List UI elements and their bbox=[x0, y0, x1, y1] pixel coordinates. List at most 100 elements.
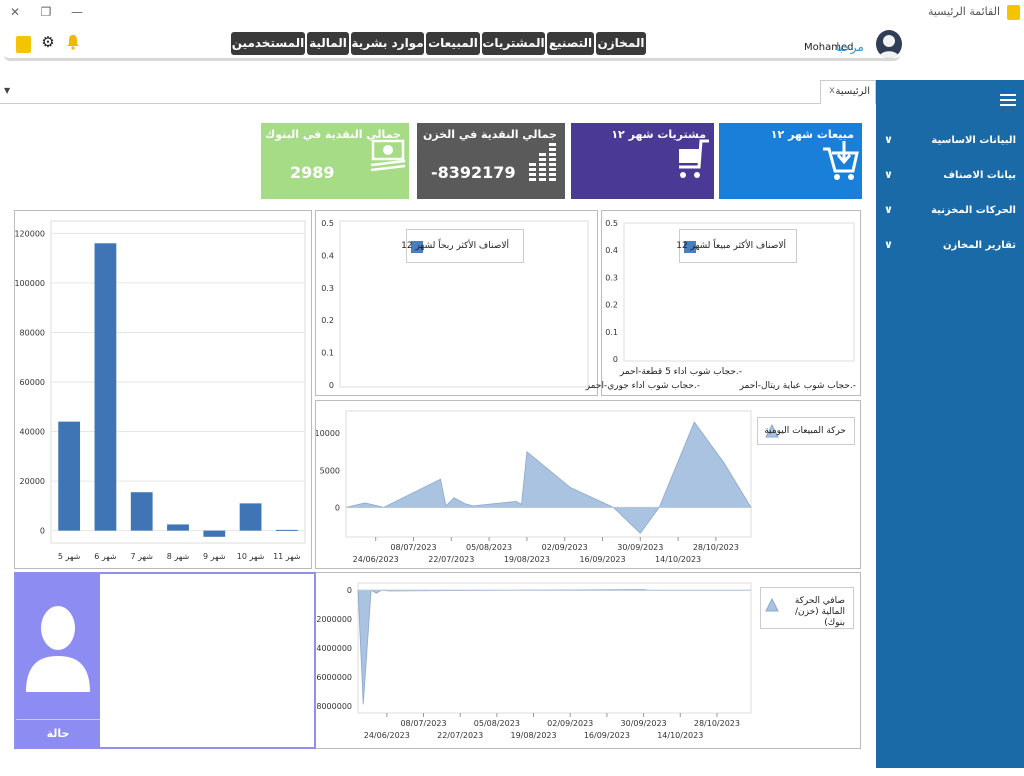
y-tick-label: 0 bbox=[40, 527, 45, 536]
x-tick-label: 08/07/2023 bbox=[390, 543, 436, 552]
y-tick-label: -4000000 bbox=[316, 644, 352, 653]
tile-monthly-sales[interactable]: مبيعات شهر ١٢ bbox=[719, 123, 862, 199]
tab-dropdown-icon[interactable]: ▼ bbox=[4, 86, 11, 95]
minimize-window-button[interactable]: — bbox=[71, 5, 83, 19]
tile-cash-in-banks[interactable]: جمالي النقدية في البنوك 2989 bbox=[261, 123, 409, 199]
user-silhouette-icon bbox=[26, 606, 90, 692]
x-tick-label: 08/07/2023 bbox=[400, 719, 446, 728]
legend-swatch bbox=[765, 598, 779, 612]
x-tick-label: 28/10/2023 bbox=[694, 719, 740, 728]
bar bbox=[275, 529, 298, 531]
menu-manufacturing[interactable]: التصنيع bbox=[547, 32, 594, 55]
menu-users[interactable]: المستخدمين bbox=[231, 32, 305, 55]
y-tick-label: 0.4 bbox=[321, 251, 334, 260]
menu-warehouses[interactable]: المخازن bbox=[596, 32, 646, 55]
area-series bbox=[345, 421, 752, 534]
y-tick-label: 0.4 bbox=[605, 246, 618, 255]
top-profit-items-panel: 0 0.1 0.2 0.3 0.4 0.5 ألاصناف الأكثر ربحاً لش… bbox=[315, 210, 598, 396]
x-tick-label: شهر 9 bbox=[203, 552, 226, 561]
menu-finance[interactable]: المالية bbox=[307, 32, 349, 55]
tab-close-icon[interactable]: x bbox=[829, 85, 835, 96]
sidebar: البيانات الاساسية ∨ بيانات الاصناف ∨ الح… bbox=[876, 80, 1024, 768]
tab-home[interactable]: x الرئيسية bbox=[820, 80, 876, 104]
user-status-label: حالة المستخدمين bbox=[16, 719, 100, 768]
x-tick-label: شهر 7 bbox=[130, 552, 153, 561]
y-tick-label: -2000000 bbox=[316, 615, 352, 624]
menu-sales[interactable]: المبيعات bbox=[426, 32, 480, 55]
hamburger-menu-icon[interactable] bbox=[1000, 94, 1016, 106]
menu-hr[interactable]: موارد بشرية bbox=[351, 32, 424, 55]
x-tick-label: شهر 6 bbox=[94, 552, 117, 561]
top-selling-items-panel: 0 0.1 0.2 0.3 0.4 0.5 ألاصناف الأكثر مبيعاً ل… bbox=[586, 210, 861, 396]
x-tick-label: 22/07/2023 bbox=[437, 731, 483, 740]
y-tick-label: 0 bbox=[613, 355, 618, 364]
sidebar-item-label: بيانات الاصناف bbox=[943, 170, 1016, 181]
sidebar-item-items-data[interactable]: بيانات الاصناف ∨ bbox=[876, 162, 1024, 192]
app-logo-icon[interactable] bbox=[16, 36, 31, 53]
y-tick-label: 80000 bbox=[20, 328, 45, 337]
y-tick-label: 0 bbox=[347, 586, 352, 595]
close-window-button[interactable]: ✕ bbox=[9, 5, 21, 19]
y-tick-label: 0 bbox=[335, 503, 340, 512]
x-tick-label: 19/08/2023 bbox=[504, 555, 550, 564]
x-tick-label: 24/06/2023 bbox=[364, 731, 410, 740]
avatar[interactable] bbox=[876, 30, 902, 58]
legend-swatch bbox=[765, 424, 779, 438]
y-tick-label: 0.1 bbox=[605, 328, 618, 337]
restore-window-button[interactable]: ❐ bbox=[40, 5, 52, 19]
bar bbox=[239, 503, 262, 531]
x-tick-label: 22/07/2023 bbox=[428, 555, 474, 564]
x-tick-label: شهر 5 bbox=[58, 552, 81, 561]
equalizer-icon bbox=[529, 143, 556, 181]
monthly-sales-chart-panel: 0 20000 40000 60000 80000 100000 120000 شهر 5 شه… bbox=[14, 210, 312, 569]
cart-icon bbox=[679, 139, 709, 178]
legend-label: حركة المبيعات اليومية bbox=[764, 426, 846, 436]
tile-monthly-purchases[interactable]: مشتريات شهر ١٢ bbox=[571, 123, 714, 199]
x-tick-label: 19/08/2023 bbox=[510, 731, 556, 740]
tile-value: -8392179 bbox=[431, 163, 516, 182]
bar bbox=[58, 421, 81, 531]
chart-legend: ألاصناف الأكثر مبيعاً لشهر 12 bbox=[676, 229, 797, 263]
cart-download-icon bbox=[823, 141, 859, 180]
y-tick-label: 0.3 bbox=[321, 284, 334, 293]
x-tick-label: 28/10/2023 bbox=[693, 543, 739, 552]
gear-icon[interactable]: ⚙ bbox=[41, 33, 55, 51]
legend-label: صافي الحركة المالية (خزن/بنوك) bbox=[794, 596, 845, 628]
app-logo-icon bbox=[1007, 5, 1020, 20]
user-avatar[interactable] bbox=[16, 574, 100, 719]
bar bbox=[167, 524, 189, 531]
y-tick-label: 0.2 bbox=[321, 316, 334, 325]
top-selling-items-chart: 0 0.1 0.2 0.3 0.4 0.5 bbox=[605, 219, 855, 364]
y-tick-label: -8000000 bbox=[316, 702, 352, 711]
tile-value: 2989 bbox=[290, 163, 335, 182]
x-tick-label: 05/08/2023 bbox=[474, 719, 520, 728]
window-title: القائمة الرئيسية bbox=[927, 5, 1000, 18]
y-tick-label: 120000 bbox=[15, 229, 45, 238]
user-status-panel: حالة المستخدمين bbox=[14, 572, 316, 768]
x-tick-label: شهر 8 bbox=[167, 552, 190, 561]
y-tick-label: 20000 bbox=[20, 477, 45, 486]
daily-sales-chart-panel: 0 5000 10000 24/06/2023 08/07/2023 22/07/2023… bbox=[315, 400, 861, 569]
bell-icon[interactable] bbox=[65, 34, 81, 52]
chevron-down-icon: ∨ bbox=[884, 133, 893, 146]
y-tick-label: 100000 bbox=[15, 279, 45, 288]
x-tick-label: 30/09/2023 bbox=[621, 719, 667, 728]
sidebar-item-stock-movements[interactable]: الحركات المخزنية ∨ bbox=[876, 197, 1024, 227]
sidebar-item-stock-reports[interactable]: تقارير المخازن ∨ bbox=[876, 232, 1024, 262]
chart-legend: حركة المبيعات اليومية bbox=[757, 417, 855, 445]
tab-strip: ▼ x الرئيسية bbox=[0, 80, 876, 104]
username-label: Mohamed bbox=[804, 42, 854, 53]
tab-label: الرئيسية bbox=[835, 86, 870, 97]
x-tick-label: 16/09/2023 bbox=[579, 555, 625, 564]
x-tick-label: 16/09/2023 bbox=[584, 731, 630, 740]
sidebar-item-label: تقارير المخازن bbox=[942, 240, 1016, 251]
daily-sales-area-chart: 0 5000 10000 24/06/2023 08/07/2023 22/07/2023… bbox=[315, 410, 752, 564]
tile-cash-in-safes[interactable]: جمالي النقدية في الخزن -8392179 bbox=[417, 123, 565, 199]
sidebar-item-basic-data[interactable]: البيانات الاساسية ∨ bbox=[876, 127, 1024, 157]
welcome-label: مرحبا bbox=[836, 40, 864, 54]
y-tick-label: 60000 bbox=[20, 378, 45, 387]
money-icon bbox=[370, 139, 406, 172]
menu-purchases[interactable]: المشتريات bbox=[482, 32, 545, 55]
x-tick-label: 02/09/2023 bbox=[547, 719, 593, 728]
monthly-sales-bar-chart: 0 20000 40000 60000 80000 100000 120000 شهر 5 شه… bbox=[14, 220, 306, 561]
